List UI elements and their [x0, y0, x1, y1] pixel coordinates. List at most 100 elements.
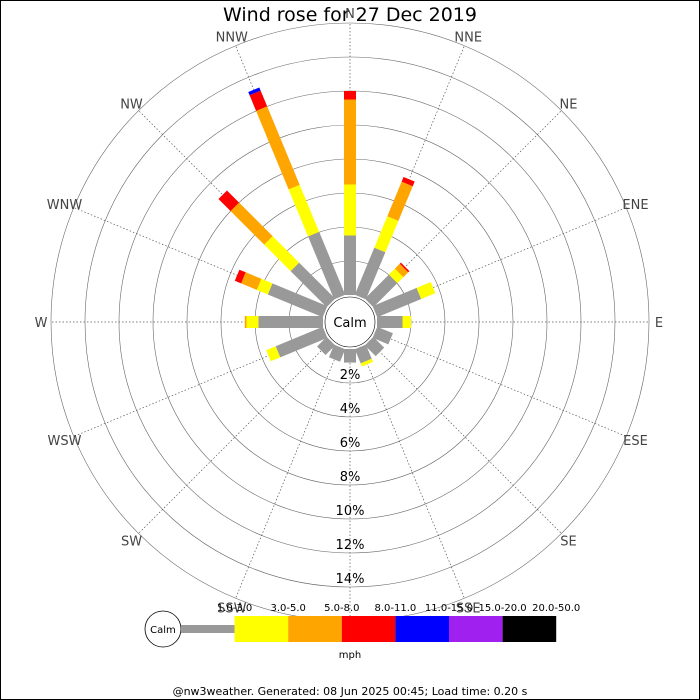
- calm-circle-group: Calm: [324, 296, 376, 348]
- calm-label: Calm: [333, 316, 366, 331]
- percent-label: 6%: [340, 436, 361, 451]
- direction-label-ne: NE: [560, 98, 578, 113]
- percent-label: 12%: [336, 538, 365, 553]
- bar-segment-nnw-2: [256, 106, 300, 190]
- direction-label-ese: ESE: [623, 434, 648, 449]
- bar-segment-n-0: [344, 235, 356, 295]
- bar-segment-wnw-2: [241, 272, 262, 290]
- bar-segment-ne-2: [394, 263, 409, 278]
- footer-text: @nw3weather. Generated: 08 Jun 2025 00:4…: [172, 685, 528, 698]
- bar-ne: [364, 262, 410, 308]
- legend-label-0: 1.0-3.0: [217, 603, 252, 614]
- calm-circle: [324, 296, 376, 348]
- direction-label-sse: SSE: [456, 601, 481, 616]
- bar-se: [364, 336, 385, 357]
- legend-swatch-4: [395, 616, 449, 642]
- bar-segment-ne-0: [364, 274, 398, 308]
- bar-segment-ssw-0: [328, 344, 346, 362]
- speed-legend: Calm 1.0-3.0 3.0-5.0 5.0-8.0 8.0-11.0 11.0-15…: [144, 603, 580, 661]
- bar-nnw: [248, 87, 346, 300]
- direction-label-nne: NNE: [454, 31, 482, 46]
- direction-labels: NNNENEENEEESESESSESSSWSWWSWWWNWNWNNW: [35, 7, 664, 640]
- bar-segment-nne-0: [354, 247, 386, 300]
- legend-swatch-2: [288, 616, 342, 642]
- bar-segment-nnw-3: [249, 90, 268, 111]
- bar-segment-wnw-1: [256, 278, 273, 295]
- direction-label-ssw: SSW: [217, 601, 247, 616]
- bar-wnw: [234, 269, 328, 318]
- bar-segment-sse-1: [360, 358, 374, 367]
- legend-label-4: 11.0-15.0: [425, 603, 473, 614]
- bar-segment-nw-0: [290, 262, 336, 308]
- percent-label: 4%: [340, 402, 361, 417]
- legend-label-2: 5.0-8.0: [324, 603, 359, 614]
- bar-segment-s-0: [344, 349, 356, 363]
- bar-segment-nw-1: [264, 236, 300, 272]
- bar-segment-wsw-0: [275, 326, 328, 358]
- bar-ssw: [328, 344, 346, 362]
- percent-label: 14%: [336, 572, 365, 587]
- bar-segment-ne-1: [388, 268, 404, 284]
- bar-sse: [354, 344, 374, 367]
- bar-s: [344, 349, 356, 363]
- bar-segment-e-0: [377, 316, 403, 328]
- percent-label: 10%: [336, 504, 365, 519]
- bar-sw: [317, 336, 336, 355]
- percent-label: 8%: [340, 470, 361, 485]
- bar-segment-nne-1: [374, 216, 399, 253]
- direction-label-ene: ENE: [622, 198, 648, 213]
- chart-title: Wind rose for 27 Dec 2019: [223, 4, 477, 26]
- bar-segment-w-2: [244, 316, 247, 328]
- bar-segment-w-1: [246, 316, 259, 328]
- percent-labels: 2% 4% 6% 8% 10% 12% 14%: [336, 368, 365, 587]
- bar-segment-nw-2: [230, 202, 273, 245]
- bar-nne: [354, 176, 415, 300]
- direction-label-nnw: NNW: [216, 31, 248, 46]
- bar-n: [344, 91, 356, 295]
- bar-wsw: [266, 326, 328, 362]
- bar-segment-n-2: [344, 99, 356, 185]
- legend-units: mph: [339, 650, 361, 661]
- bar-segment-nne-2: [387, 181, 413, 221]
- bar-e: [377, 316, 411, 328]
- bar-segment-ene-1: [416, 282, 436, 299]
- bar-segment-se-0: [364, 336, 385, 357]
- direction-label-n: N: [345, 7, 355, 22]
- direction-label-se: SE: [560, 534, 576, 549]
- bar-segment-wnw-0: [267, 283, 328, 318]
- bar-segment-nnw-4: [248, 87, 261, 96]
- bar-segment-wsw-1: [266, 346, 281, 362]
- legend-calm-label: Calm: [150, 625, 176, 636]
- bar-segment-ene-0: [372, 287, 422, 318]
- bar-segment-e-1: [402, 316, 411, 328]
- bar-segment-sse-0: [354, 344, 372, 364]
- legend-label-6: 20.0-50.0: [532, 603, 580, 614]
- legend-swatch-3: [341, 616, 396, 642]
- wind-bars: [218, 87, 436, 367]
- direction-label-e: E: [655, 316, 663, 331]
- legend-swatch-0: [181, 625, 235, 633]
- direction-label-nw: NW: [120, 98, 143, 113]
- direction-label-wnw: WNW: [47, 198, 83, 213]
- legend-label-5: 15.0-20.0: [479, 603, 527, 614]
- legend-swatch-1: [234, 616, 289, 642]
- bar-segment-nw-3: [218, 190, 239, 211]
- bar-segment-sw-0: [317, 336, 336, 355]
- bar-ene: [372, 282, 436, 318]
- legend-label-3: 8.0-11.0: [375, 603, 417, 614]
- bar-segment-n-3: [344, 91, 356, 100]
- bar-w: [244, 316, 323, 328]
- direction-label-w: W: [35, 316, 48, 331]
- direction-label-wsw: WSW: [48, 434, 82, 449]
- bar-nw: [218, 190, 336, 308]
- bar-ese: [372, 326, 393, 345]
- legend-swatch-6: [502, 616, 557, 642]
- bar-segment-nnw-1: [288, 184, 320, 237]
- bar-segment-ne-3: [399, 262, 410, 273]
- bar-segment-n-1: [344, 184, 356, 236]
- bar-segment-wnw-3: [234, 269, 246, 284]
- bar-segment-ese-0: [372, 326, 393, 345]
- legend-label-1: 3.0-5.0: [270, 603, 305, 614]
- percent-label: 2%: [340, 368, 361, 383]
